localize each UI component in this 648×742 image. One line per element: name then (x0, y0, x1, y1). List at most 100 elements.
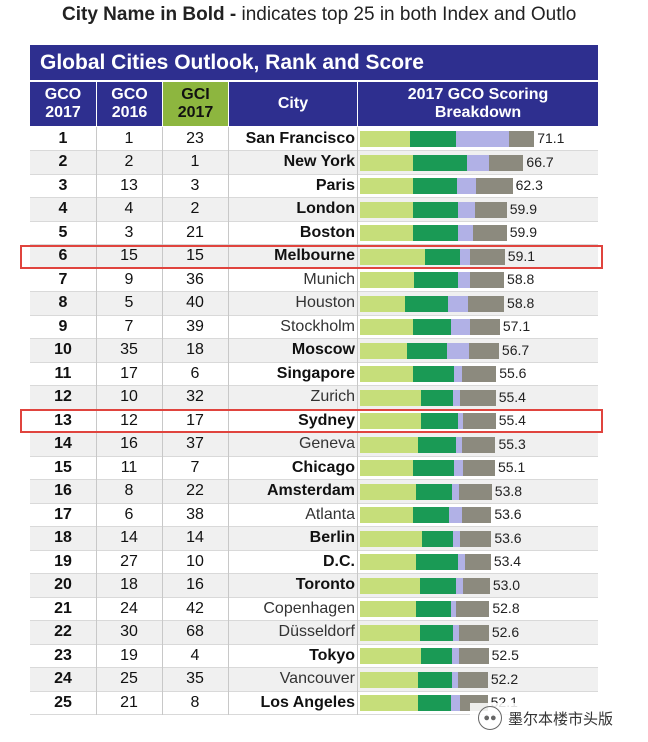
row-divider (30, 479, 598, 480)
gci2017-rank: 3 (190, 176, 200, 194)
header-breakdown-line1: 2017 GCO Scoring (407, 86, 549, 103)
row-divider (30, 314, 598, 316)
city-name: Atlanta (305, 505, 355, 523)
gci2017-rank: 23 (186, 129, 204, 147)
highlight-box (20, 244, 603, 269)
score-bar-segment-2 (413, 272, 458, 288)
gco2017-rank: 21 (54, 599, 72, 617)
gci2017-rank: 22 (186, 482, 204, 500)
score-bar-segment-3 (453, 389, 461, 406)
table-row: 2 2 1 New York 66.7 (30, 150, 598, 174)
score-bar-segment-4 (469, 342, 499, 359)
score-bar-segment-4 (461, 366, 497, 382)
gco2017-rank: 6 (58, 247, 68, 265)
gco2016-rank: 25 (120, 670, 138, 688)
score-label: 53.6 (494, 506, 522, 522)
gci2017-rank: 10 (186, 552, 204, 570)
header-city: City (229, 82, 357, 126)
city-name: D.C. (323, 552, 355, 570)
score-bar-segment-1 (360, 624, 421, 641)
score-bar-segment-2 (420, 577, 456, 594)
gci2017-rank: 2 (190, 200, 200, 218)
row-divider (30, 338, 598, 339)
gco2017-rank: 24 (54, 670, 72, 688)
score-bar-segment-3 (446, 342, 470, 359)
score-bar-segment-3 (453, 530, 461, 547)
score-bar-segment-2 (412, 201, 458, 218)
table-row: 16 8 22 Amsterdam 53.8 (30, 479, 598, 503)
city-name: Copenhagen (263, 599, 355, 617)
score-bar-segment-1 (360, 131, 411, 147)
score-bar-segment-1 (360, 648, 422, 664)
score-bar-segment-1 (360, 601, 417, 617)
gco2016-rank: 5 (124, 294, 134, 312)
table-row: 1 1 23 San Francisco 71.1 (30, 127, 598, 151)
table-row: 15 11 7 Chicago 55.1 (30, 456, 598, 480)
score-bar-segment-4 (467, 295, 505, 312)
score-bar-segment-3 (455, 577, 463, 594)
row-divider (30, 596, 598, 598)
gco2016-rank: 10 (120, 388, 138, 406)
score-bar-segment-4 (470, 319, 500, 335)
score-bar-segment-3 (451, 671, 458, 688)
score-label: 55.1 (497, 459, 526, 475)
city-name: Toronto (295, 576, 355, 594)
score-bar-segment-4 (465, 554, 491, 570)
header-gco2017-line1: GCO (44, 86, 82, 103)
score-bar-segment-2 (417, 436, 456, 453)
score-bar-segment-2 (412, 460, 455, 476)
gci2017-rank: 38 (186, 505, 204, 523)
score-bar-segment-1 (360, 413, 422, 429)
score-bar-segment-1 (360, 483, 417, 500)
city-name: Munich (303, 270, 355, 288)
header-breakdown-line2: Breakdown (434, 104, 522, 121)
gco2016-rank: 30 (120, 623, 138, 641)
score-label: 58.8 (507, 294, 535, 311)
gco2017-rank: 17 (54, 505, 72, 523)
gco2017-rank: 16 (54, 482, 72, 500)
score-bar-segment-2 (416, 554, 458, 570)
score-bar-segment-4 (459, 648, 489, 664)
city-name: Houston (295, 294, 355, 312)
row-divider (30, 502, 598, 504)
score-bar-segment-4 (476, 178, 513, 194)
gco2016-rank: 27 (120, 552, 138, 570)
table-row: 23 19 4 Tokyo 52.5 (30, 644, 598, 668)
gci2017-rank: 68 (186, 623, 204, 641)
score-label: 55.3 (498, 435, 526, 452)
score-bar-segment-1 (360, 389, 422, 406)
score-label: 59.9 (509, 200, 537, 217)
row-divider (30, 173, 598, 175)
score-bar-segment-3 (454, 366, 462, 382)
table-row: 10 35 18 Moscow 56.7 (30, 338, 598, 362)
score-bar-segment-1 (360, 319, 413, 335)
row-divider (30, 690, 598, 692)
watermark-text: 墨尔本楼市头版 (508, 710, 614, 728)
table-row: 3 13 3 Paris 62.3 (30, 174, 598, 198)
gco2017-rank: 3 (58, 176, 68, 194)
gco2016-rank: 24 (120, 599, 138, 617)
gco2017-rank: 7 (58, 270, 68, 288)
gco2017-rank: 15 (54, 458, 72, 476)
score-bar-segment-1 (360, 366, 413, 382)
score-bar-segment-1 (360, 507, 413, 523)
gci2017-rank: 6 (190, 364, 200, 382)
score-label: 55.6 (499, 365, 527, 381)
row-divider (30, 197, 598, 198)
column-divider (96, 127, 97, 715)
score-label: 53.8 (494, 482, 523, 499)
table-row: 13 12 17 Sydney 55.4 (30, 409, 598, 433)
gci2017-rank: 14 (186, 529, 204, 547)
header-gco2016-line1: GCO (111, 86, 148, 103)
score-label: 52.6 (491, 623, 520, 640)
gco2016-rank: 6 (124, 505, 134, 523)
caption-rest: indicates top 25 in both Index and Outlo (236, 4, 577, 25)
score-bar-segment-3 (450, 319, 471, 335)
row-divider (30, 714, 598, 715)
score-bar-segment-2 (417, 671, 452, 688)
gco2017-rank: 18 (54, 529, 72, 547)
row-divider (30, 361, 598, 363)
gci2017-rank: 36 (186, 270, 204, 288)
city-name: Sydney (298, 411, 355, 429)
gco2016-rank: 17 (120, 364, 138, 382)
